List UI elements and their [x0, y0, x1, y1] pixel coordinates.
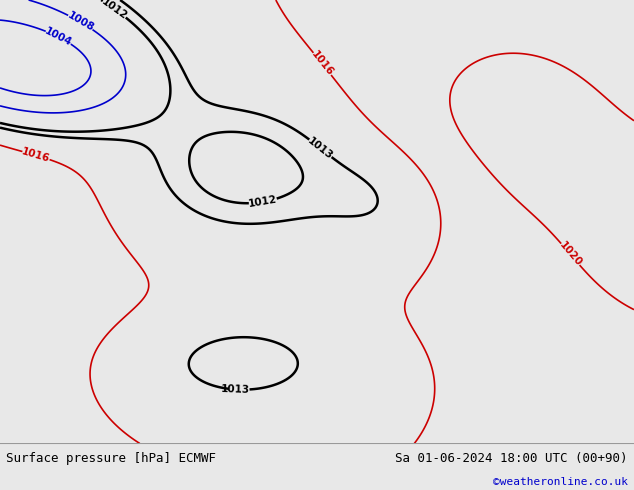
Text: 1020: 1020 [557, 240, 584, 269]
Text: ©weatheronline.co.uk: ©weatheronline.co.uk [493, 477, 628, 487]
Text: Sa 01-06-2024 18:00 UTC (00+90): Sa 01-06-2024 18:00 UTC (00+90) [395, 452, 628, 465]
Text: 1016: 1016 [309, 49, 335, 78]
Text: 1016: 1016 [21, 147, 51, 164]
Text: Surface pressure [hPa] ECMWF: Surface pressure [hPa] ECMWF [6, 452, 216, 465]
Text: 1008: 1008 [65, 10, 96, 34]
Text: 1012: 1012 [248, 195, 278, 209]
Text: 1013: 1013 [306, 135, 335, 161]
Text: 1012: 1012 [100, 0, 129, 22]
Text: 1013: 1013 [221, 384, 250, 395]
Text: 1004: 1004 [43, 26, 74, 48]
